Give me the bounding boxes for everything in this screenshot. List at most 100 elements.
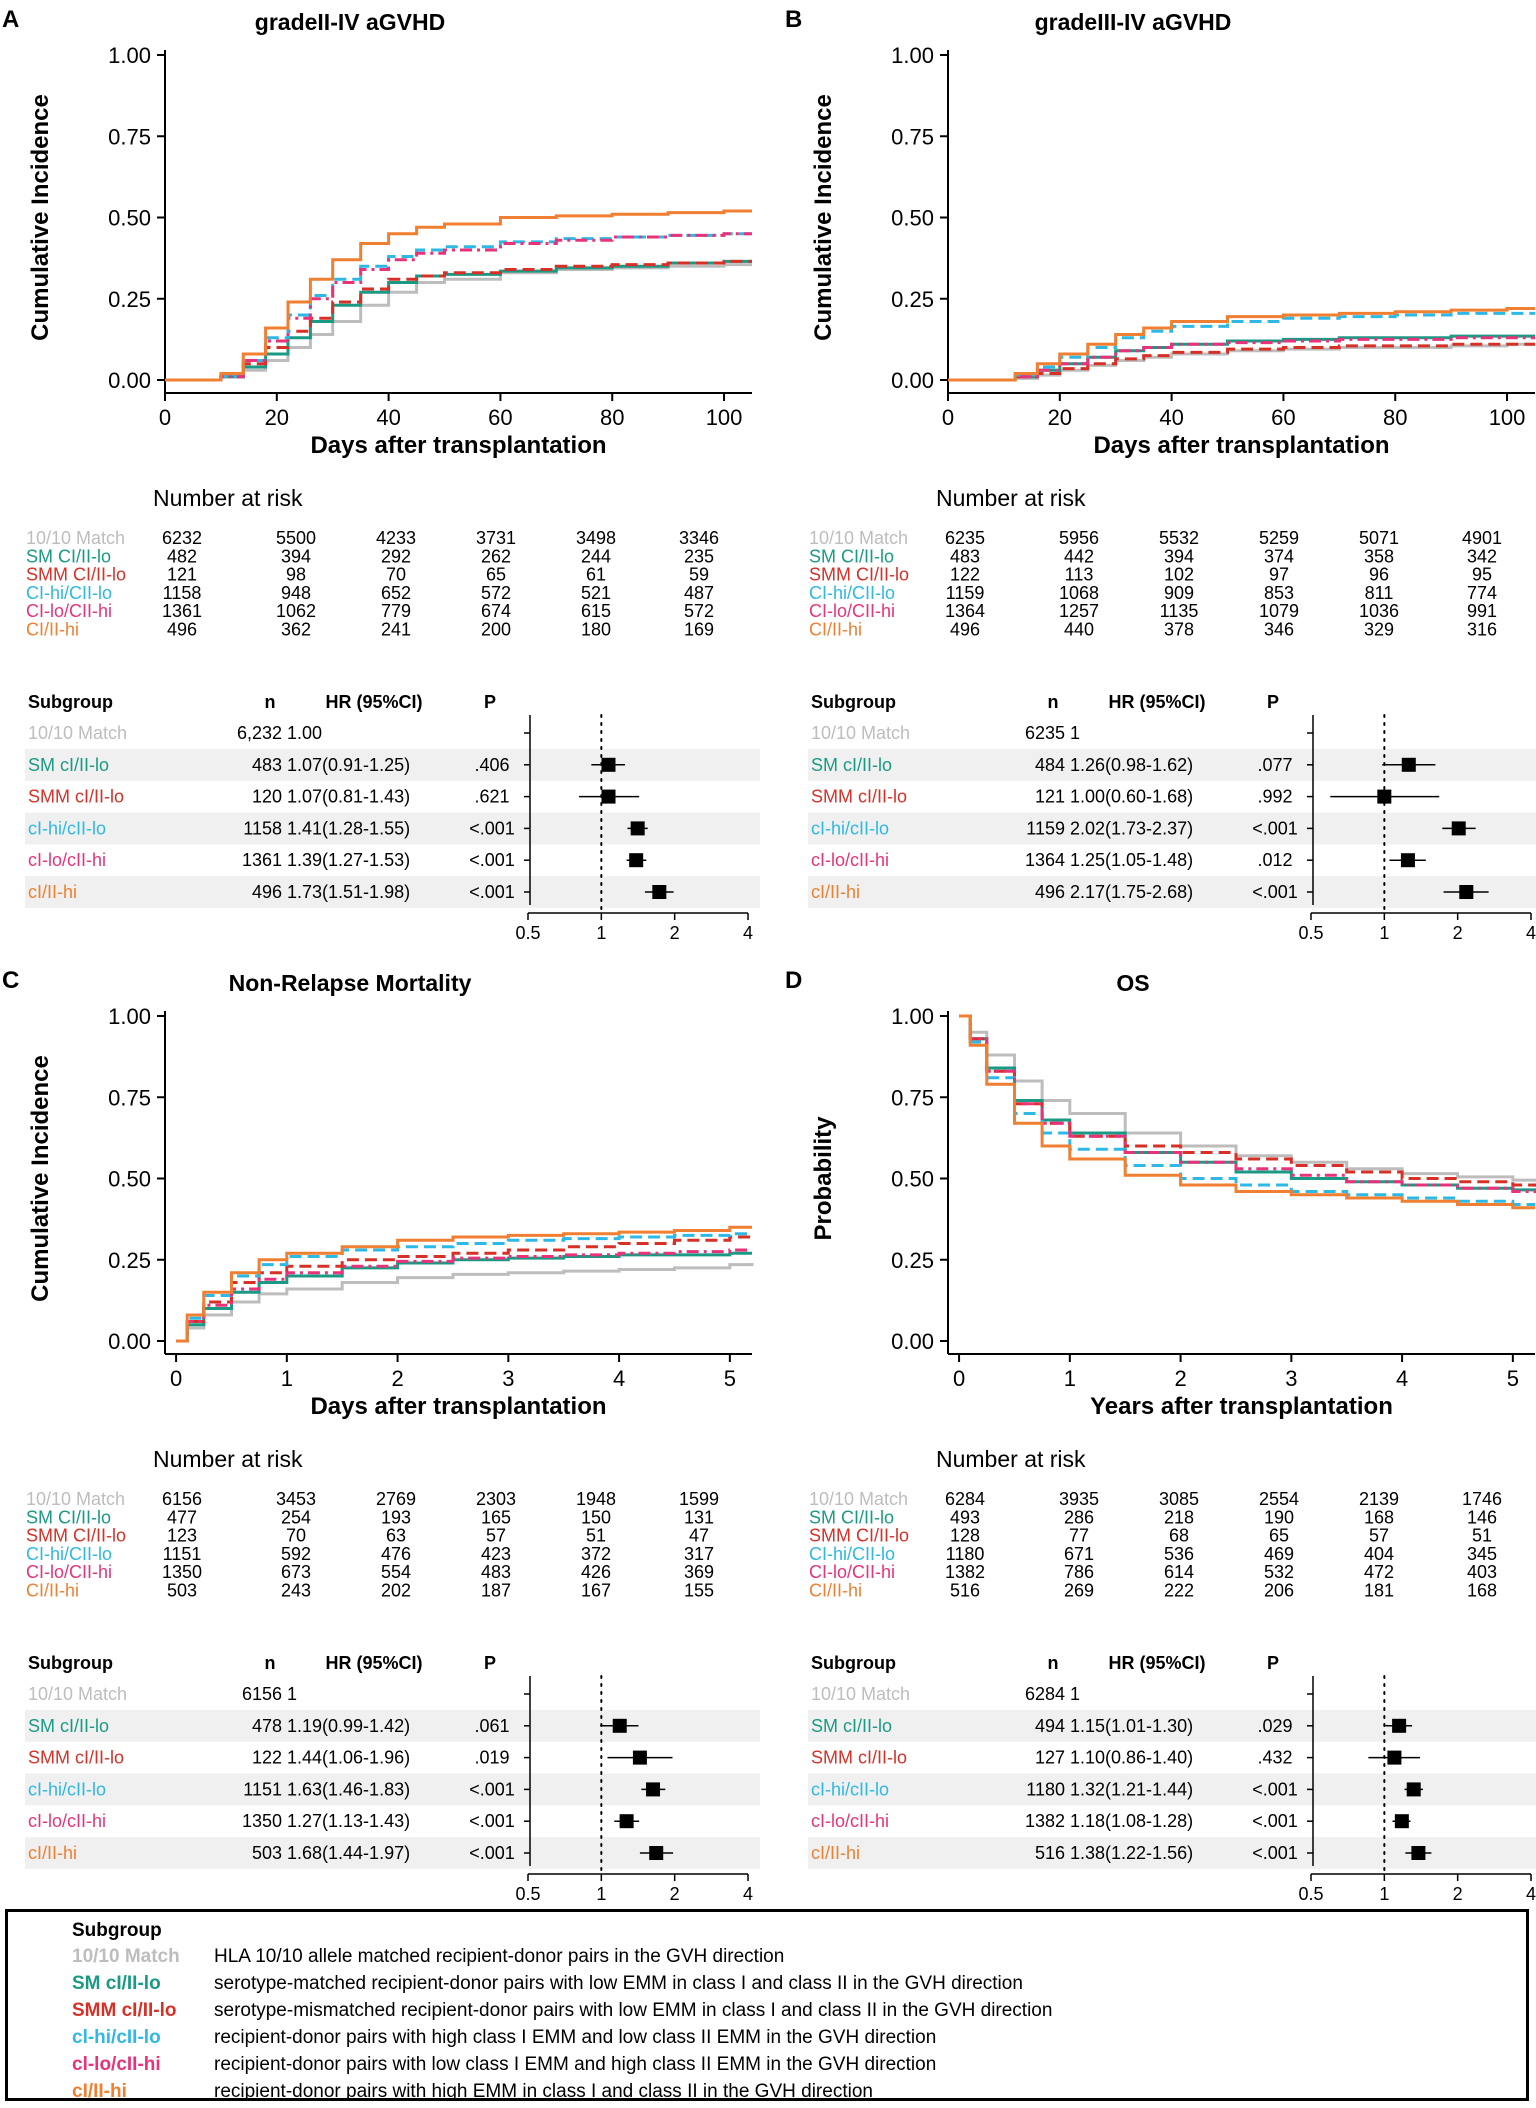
y-tick-label: 0.75 — [108, 1085, 151, 1110]
forest-x-tick-label: 2 — [1453, 923, 1463, 943]
forest-estimate — [652, 885, 667, 899]
km-curve-hi-lo — [959, 1014, 1535, 1206]
risk-value: 190 — [1264, 1507, 1294, 1527]
risk-label: CI/II-hi — [809, 620, 862, 640]
forest-hr: 1.10(0.86-1.40) — [1070, 1748, 1193, 1768]
risk-value: 483 — [481, 1562, 511, 1582]
y-axis-label: Probability — [810, 1116, 837, 1241]
risk-value: 853 — [1264, 583, 1294, 603]
risk-value: 4233 — [376, 528, 416, 548]
risk-value: 532 — [1264, 1562, 1294, 1582]
risk-label: 10/10 Match — [26, 528, 125, 548]
risk-value: 262 — [481, 546, 511, 566]
forest-estimate — [630, 821, 645, 836]
risk-value: 372 — [581, 1544, 611, 1564]
risk-value: 292 — [381, 546, 411, 566]
risk-value: 394 — [1164, 546, 1194, 566]
x-tick-label: 0 — [170, 1366, 182, 1391]
x-tick-label: 40 — [1159, 405, 1183, 430]
risk-value: 1257 — [1059, 601, 1099, 621]
forest-hr: 1.63(1.46-1.83) — [287, 1779, 410, 1799]
forest-hr: 1.00 — [287, 723, 322, 743]
forest-x-tick-label: 1 — [596, 923, 606, 943]
risk-label: SM CI/II-lo — [809, 1507, 894, 1527]
risk-value: 1062 — [276, 601, 316, 621]
y-tick-label: 0.25 — [108, 287, 151, 312]
forest-label: cI-lo/cII-hi — [811, 850, 889, 870]
risk-value: 168 — [1364, 1507, 1394, 1527]
x-tick-label: 2 — [391, 1366, 403, 1391]
risk-title: Number at risk — [153, 485, 303, 511]
risk-label: CI-hi/CII-lo — [26, 1544, 112, 1564]
risk-value: 345 — [1467, 1544, 1497, 1564]
km-curve-lo-hi — [176, 1248, 752, 1343]
risk-value: 671 — [1064, 1544, 1094, 1564]
km-curve-sm — [176, 1251, 752, 1343]
risk-value: 1151 — [163, 1544, 202, 1564]
risk-value: 241 — [381, 620, 411, 640]
risk-label: CI-lo/CII-hi — [26, 601, 112, 621]
legend-desc: recipient-donor pairs with high class I … — [214, 2027, 937, 2048]
risk-value: 442 — [1064, 546, 1094, 566]
forest-label: SMM cI/II-lo — [811, 1748, 907, 1768]
legend-desc: HLA 10/10 allele matched recipient-donor… — [214, 1946, 785, 1967]
km-curve-hi-lo — [176, 1232, 752, 1343]
risk-value: 222 — [1164, 1581, 1194, 1601]
x-tick-label: 0 — [942, 405, 954, 430]
risk-value: 243 — [281, 1581, 311, 1601]
x-tick-label: 100 — [706, 405, 743, 430]
forest-header-hr: HR (95%CI) — [325, 692, 422, 712]
forest-label: cI/II-hi — [811, 1843, 860, 1863]
forest-hr: 1.00(0.60-1.68) — [1070, 787, 1193, 807]
y-tick-label: 0.50 — [108, 1167, 151, 1192]
km-curve-hi — [948, 307, 1535, 382]
forest-p: <.001 — [1252, 1779, 1298, 1799]
risk-value: 63 — [386, 1526, 406, 1546]
y-tick-label: 0.50 — [891, 206, 934, 231]
km-curve-hi — [176, 1225, 752, 1343]
risk-value: 521 — [581, 583, 611, 603]
risk-value: 6156 — [162, 1489, 202, 1509]
risk-value: 774 — [1467, 583, 1497, 603]
forest-x-tick-label: 2 — [670, 923, 680, 943]
panel-letter: C — [2, 967, 19, 994]
forest-p: .992 — [1257, 787, 1292, 807]
risk-value: 2554 — [1259, 1489, 1299, 1509]
risk-value: 342 — [1467, 546, 1497, 566]
forest-n: 483 — [252, 755, 282, 775]
forest-x-tick-label: 4 — [1526, 923, 1536, 943]
forest-row-stripe — [25, 748, 760, 781]
risk-value: 1364 — [945, 601, 985, 621]
risk-value: 487 — [684, 583, 714, 603]
risk-value: 6235 — [945, 528, 985, 548]
km-curve-sm — [959, 1014, 1536, 1192]
forest-p: .019 — [474, 1748, 509, 1768]
risk-value: 193 — [381, 1507, 411, 1527]
risk-value: 218 — [1164, 1507, 1194, 1527]
forest-row-stripe — [808, 1709, 1536, 1742]
y-tick-label: 0.75 — [108, 124, 151, 149]
legend-desc: recipient-donor pairs with high EMM in c… — [214, 2081, 873, 2102]
forest-label: 10/10 Match — [811, 723, 910, 743]
legend-row-hi-lo: cl-hi/cII-lo recipient-donor pairs with h… — [72, 2027, 936, 2054]
risk-value: 3085 — [1159, 1489, 1199, 1509]
km-curve-hi — [959, 1014, 1535, 1210]
panel-title: OS — [1116, 970, 1149, 996]
y-tick-label: 0.00 — [108, 1329, 151, 1354]
x-tick-label: 1 — [1064, 1366, 1076, 1391]
y-tick-label: 0.50 — [108, 206, 151, 231]
risk-value: 811 — [1365, 583, 1394, 603]
forest-estimate — [612, 1718, 627, 1733]
risk-value: 254 — [281, 1507, 311, 1527]
forest-header-n: n — [265, 692, 276, 712]
risk-value: 206 — [1264, 1581, 1294, 1601]
forest-hr: 1 — [1070, 1684, 1080, 1704]
km-curve-smm — [176, 1235, 752, 1343]
forest-hr: 1.26(0.98-1.62) — [1070, 755, 1193, 775]
y-tick-label: 1.00 — [891, 1004, 934, 1029]
legend-desc: recipient-donor pairs with low class I E… — [214, 2054, 937, 2075]
forest-row-stripe — [25, 876, 760, 908]
risk-value: 146 — [1467, 1507, 1497, 1527]
x-axis-label: Days after transplantation — [1093, 432, 1389, 459]
